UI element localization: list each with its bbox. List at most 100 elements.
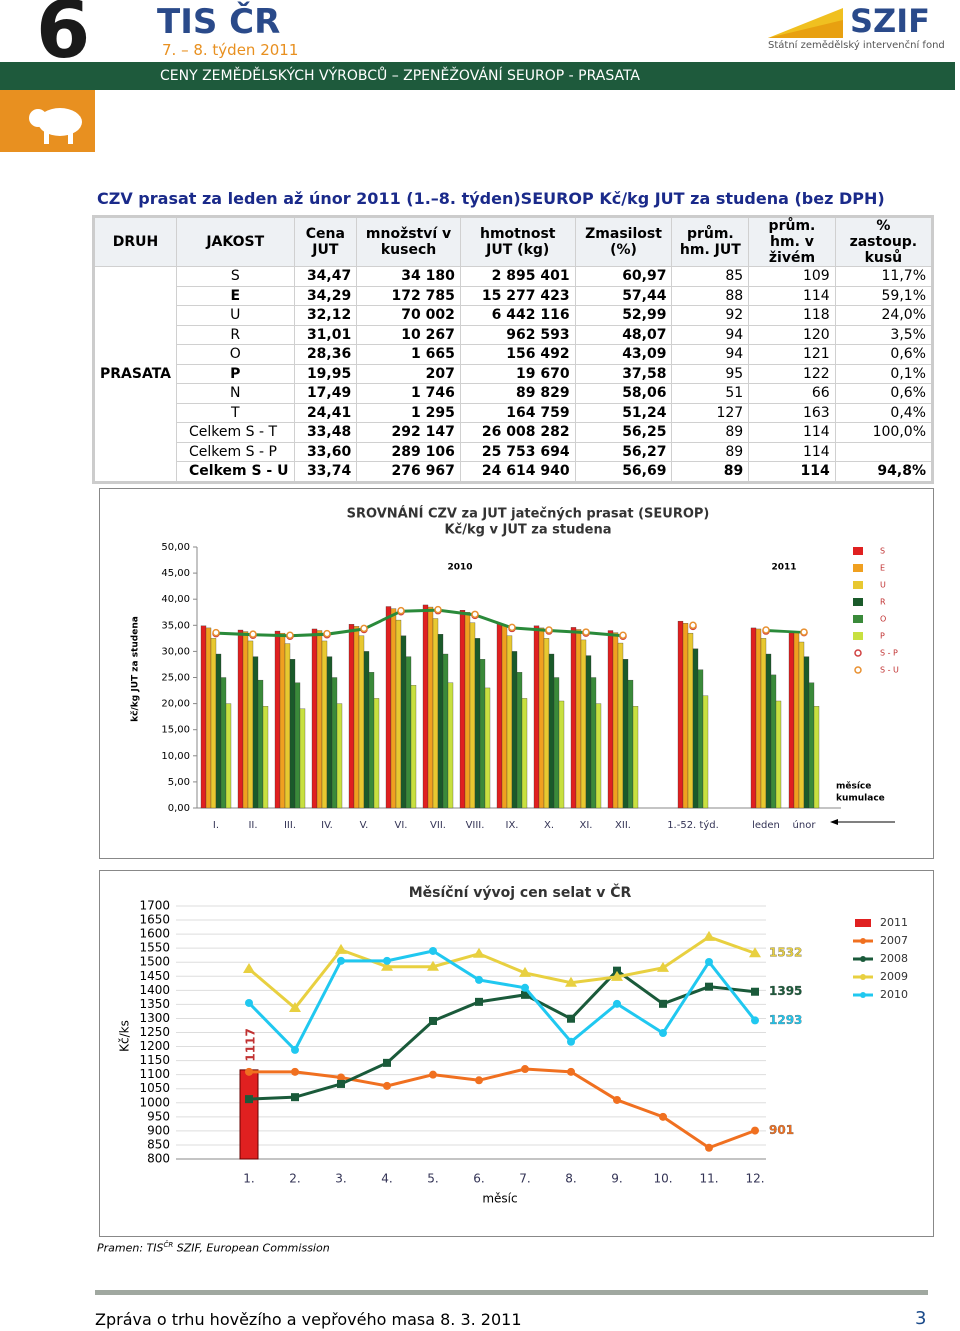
cell: 172 785 (356, 285, 461, 306)
legend-swatch (853, 547, 863, 555)
point (751, 1126, 759, 1135)
bar (755, 628, 762, 809)
line-point (249, 630, 257, 638)
cell: 164 759 (459, 402, 576, 423)
cell: 127 (671, 402, 750, 423)
bar (474, 638, 481, 809)
y-tick-label: 850 (147, 1137, 170, 1151)
bar (215, 653, 222, 809)
legend-swatch (853, 581, 863, 589)
bar (627, 679, 634, 809)
bar (459, 610, 466, 809)
legend-swatch (860, 938, 866, 944)
bar (622, 659, 629, 809)
cell: Celkem S - U (176, 461, 295, 483)
cell: 24 614 940 (459, 461, 576, 483)
header-row: DRUH JAKOST Cena JUT množství v kusech hmotn… (92, 216, 934, 267)
cell: T (176, 402, 295, 423)
bar (702, 695, 709, 809)
bar (479, 659, 486, 809)
column-header: hmotnost JUT (kg) (459, 216, 576, 267)
bar (289, 659, 296, 809)
line-point (434, 605, 442, 614)
point (567, 1014, 575, 1023)
data-label: 1293 (769, 1013, 802, 1027)
x-tick-label: V. (360, 820, 369, 831)
bar (687, 632, 694, 809)
cell: 118 (748, 305, 836, 326)
logo-mark (768, 8, 843, 38)
line-point (619, 631, 627, 639)
y-tick-label: 1300 (139, 1011, 170, 1025)
bar (575, 629, 582, 809)
legend-label: 2011 (880, 916, 908, 929)
x-tick-label: 6. (473, 1172, 484, 1186)
point (429, 1016, 437, 1025)
cell: 19,95 (293, 363, 358, 384)
point (567, 1067, 575, 1076)
bar (580, 639, 587, 809)
x-tick-label: 7. (519, 1172, 530, 1186)
point (475, 1076, 483, 1085)
legend-swatch (854, 666, 862, 674)
footer-rule (95, 1290, 928, 1295)
bar (793, 631, 800, 809)
cell: 17,49 (293, 383, 358, 404)
bar (464, 612, 471, 809)
cell: 33,48 (293, 422, 358, 443)
point (659, 1112, 667, 1121)
cell: 60,97 (574, 266, 673, 287)
cell: 57,44 (574, 285, 673, 306)
bar (400, 635, 407, 809)
bar (760, 638, 767, 809)
legend-label: O (880, 615, 886, 624)
cell: 10 267 (356, 324, 461, 345)
cell: 94 (671, 324, 750, 345)
row: Celkem S - T 33,48 292 147 26 008 282 56,25 8… (94, 422, 934, 443)
cell: 11,7% (834, 266, 934, 287)
legend-swatch (855, 919, 871, 927)
point (427, 960, 439, 971)
row: P 19,95 207 19 670 37,58 95 122 0,1% (94, 363, 934, 384)
bar (326, 656, 333, 809)
column-header: JAKOST (176, 216, 295, 267)
bar (447, 682, 454, 809)
bar (511, 651, 518, 809)
point (659, 999, 667, 1008)
cell: 156 492 (459, 344, 576, 365)
series-line (215, 609, 624, 638)
y-tick-label: 1550 (139, 941, 170, 955)
line-point (508, 623, 516, 632)
x-tick-label: III. (284, 820, 296, 831)
bar (484, 687, 491, 809)
bar (813, 706, 820, 809)
y-tick-label: 25,00 (161, 673, 190, 684)
point (749, 947, 761, 958)
bar (331, 677, 338, 809)
cell: 100,0% (834, 422, 934, 443)
point (335, 943, 347, 954)
cell: Celkem S - P (176, 441, 295, 462)
bar (363, 651, 370, 809)
bar (543, 638, 550, 809)
series-line (248, 968, 756, 1101)
x-tick-label: 1.-52. týd. (667, 819, 719, 831)
source-text: SZIF, European Commission (173, 1241, 330, 1255)
cell: 0,6% (834, 344, 934, 365)
bar (553, 677, 560, 809)
cell: 114 (748, 285, 836, 306)
bar (200, 625, 207, 809)
cell: 33,60 (293, 441, 358, 462)
line-point (212, 628, 220, 637)
cell: 24,0% (834, 305, 934, 326)
bar (533, 625, 540, 809)
legend-label: S - U (880, 666, 899, 675)
line-point (582, 628, 590, 636)
cell: 276 967 (356, 461, 461, 483)
bar (501, 625, 508, 809)
cell: 85 (671, 266, 750, 287)
bar (252, 656, 259, 809)
bar (775, 700, 782, 809)
legend-swatch (860, 974, 866, 980)
column-header: množství v kusech (356, 216, 461, 267)
